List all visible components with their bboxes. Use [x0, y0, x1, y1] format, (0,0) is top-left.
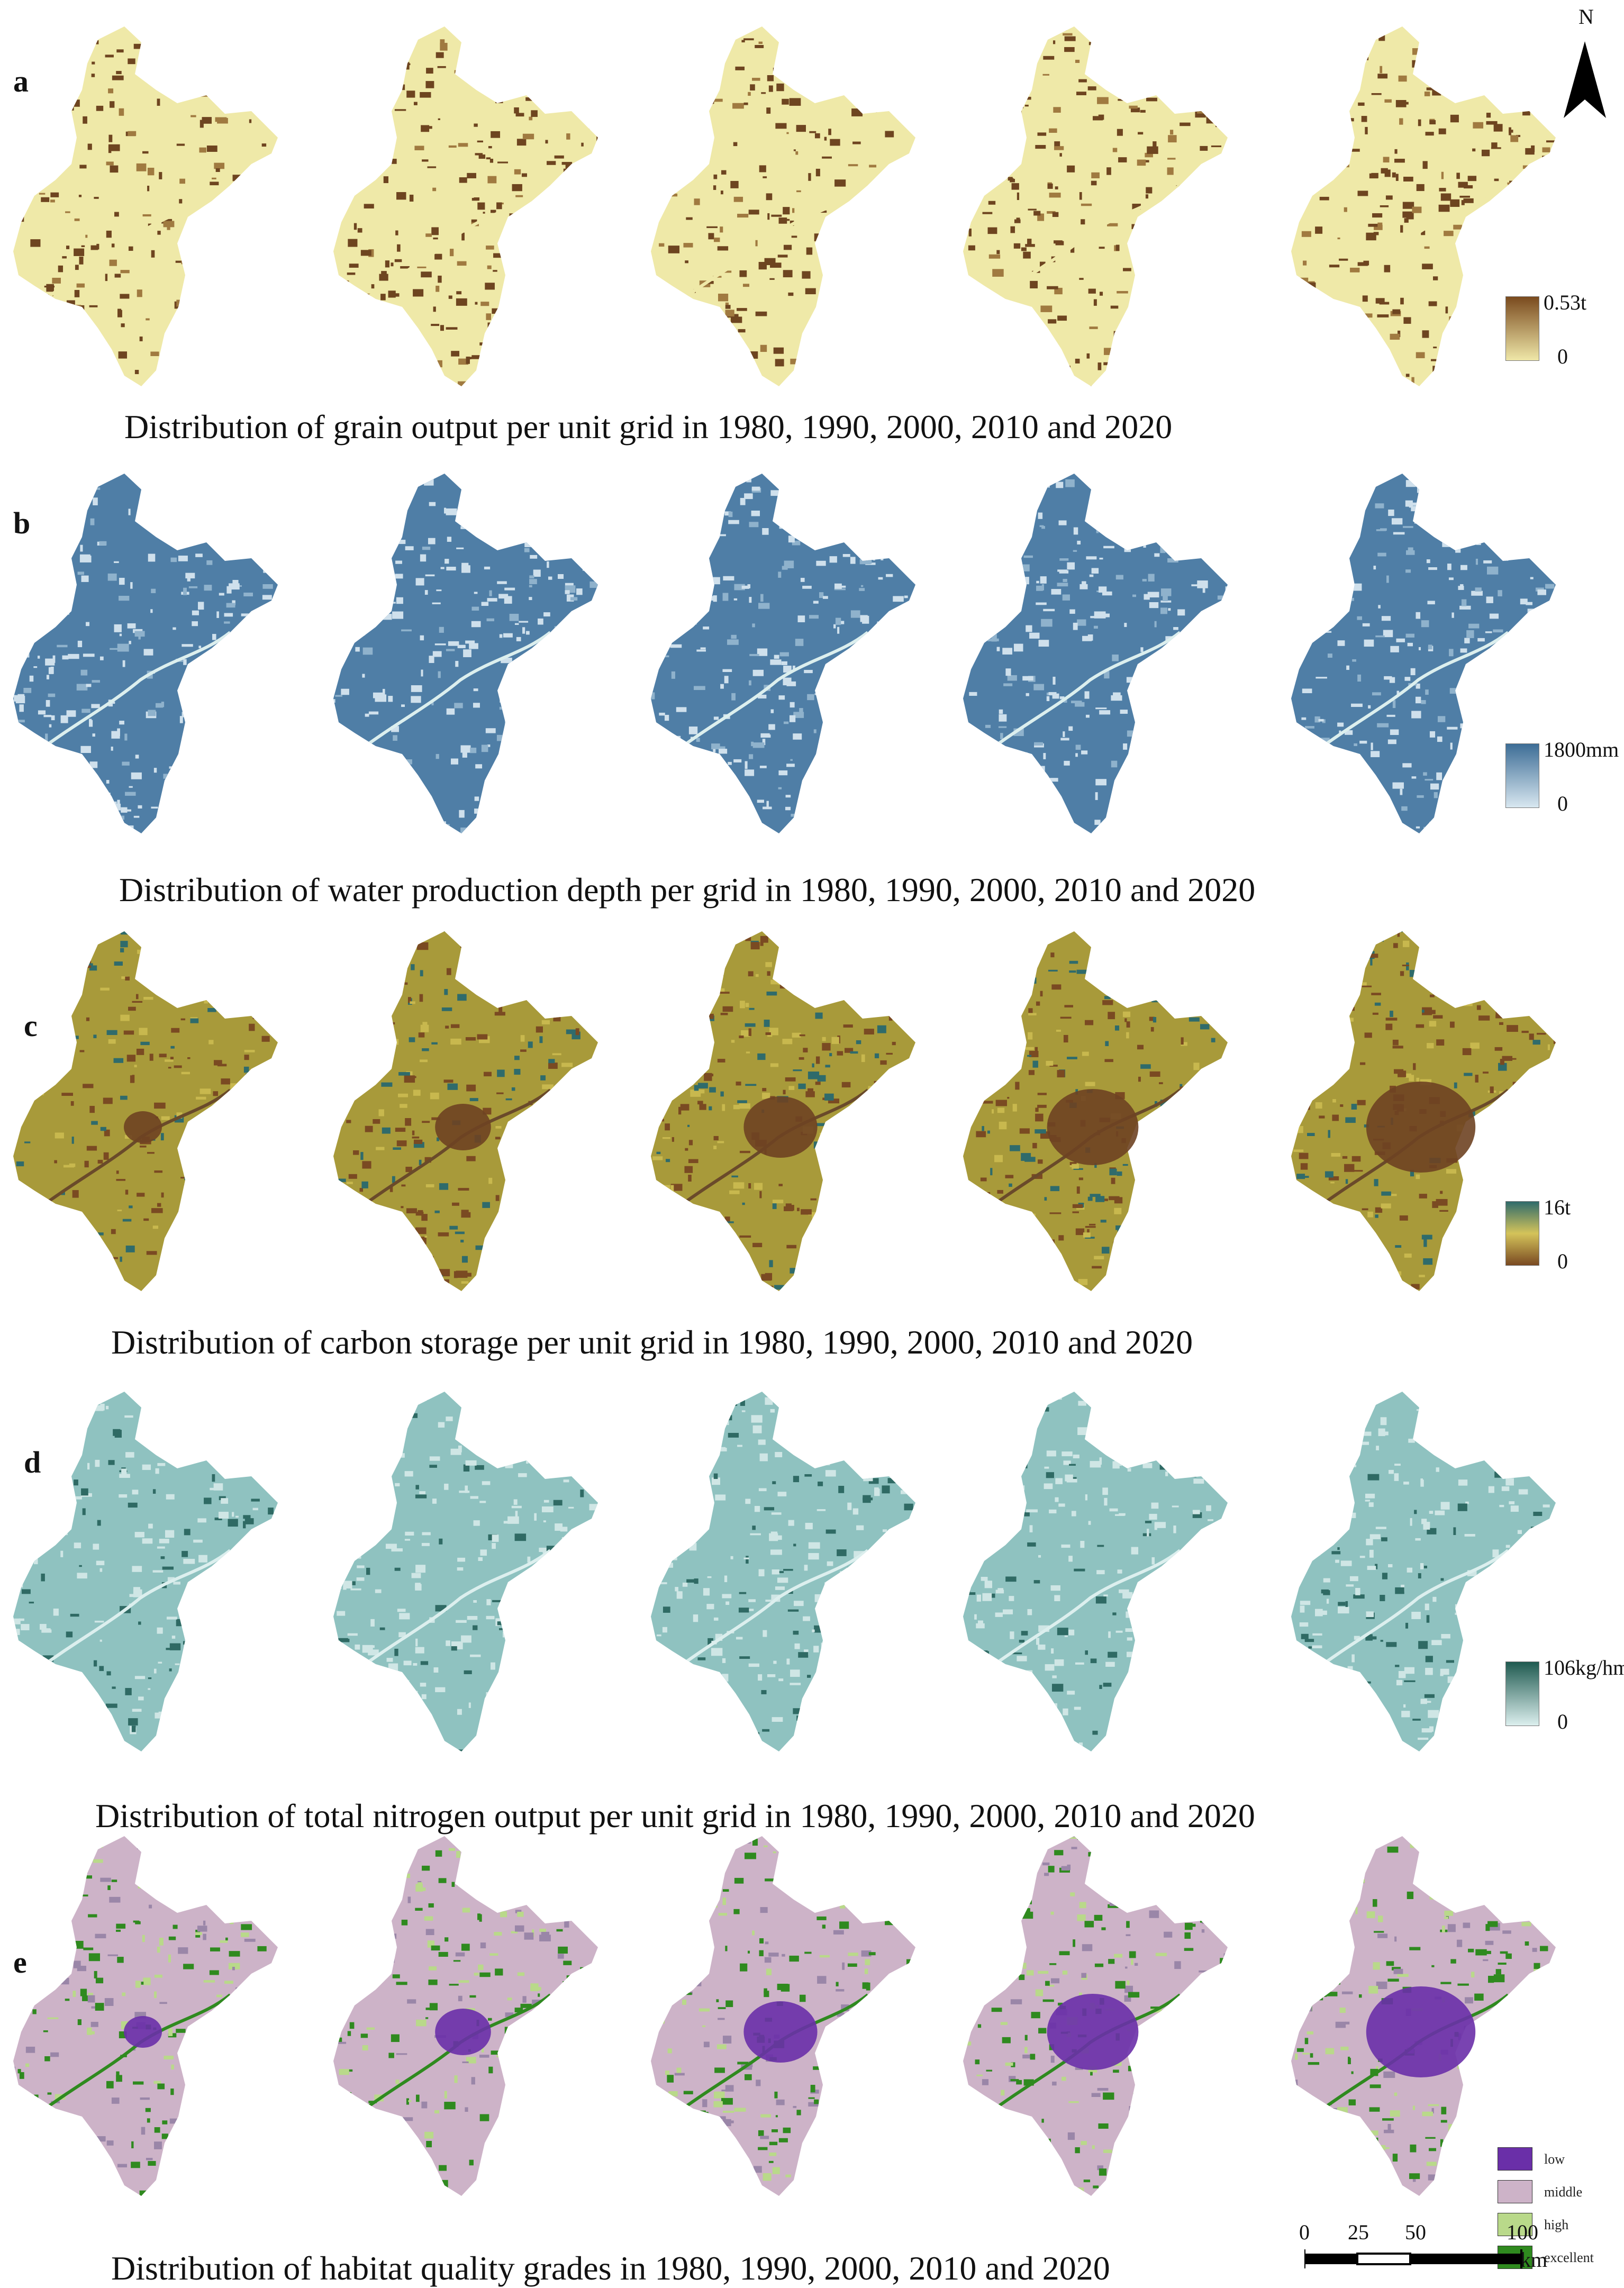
- legend-max-d: 106kg/hm: [1544, 1655, 1624, 1680]
- map-base-region: [963, 1392, 1228, 1751]
- legend-max-c: 16t: [1544, 1195, 1571, 1220]
- map-base-region: [333, 1392, 598, 1751]
- legend-min-b: 0: [1557, 791, 1568, 816]
- urban-core: [1047, 1089, 1139, 1165]
- scale-unit: km: [1520, 2247, 1547, 2272]
- urban-core: [1366, 1082, 1475, 1173]
- habitat-label-middle: middle: [1544, 2184, 1582, 2200]
- map-grain-1980: [3, 11, 299, 392]
- legend-max-a: 0.53t: [1544, 290, 1586, 315]
- urban-core: [124, 1111, 162, 1143]
- map-habitat-2010: [952, 1820, 1249, 2201]
- map-base-region: [963, 26, 1228, 386]
- urban-core: [435, 1104, 491, 1150]
- scale-tick-50: 50: [1405, 2220, 1426, 2245]
- scale-tick-25: 25: [1348, 2220, 1369, 2245]
- map-grain-1990: [323, 11, 619, 392]
- legend-min-c: 0: [1557, 1249, 1568, 1274]
- urban-core: [743, 2001, 817, 2063]
- map-water-2010: [952, 458, 1249, 839]
- habitat-swatch-middle: [1498, 2180, 1532, 2203]
- urban-core: [124, 2016, 162, 2048]
- scale-bar-graphic: [1304, 2249, 1537, 2268]
- habitat-label-high: high: [1544, 2217, 1568, 2233]
- map-carbon-2000: [640, 915, 937, 1296]
- map-habitat-2020: [1281, 1820, 1577, 2201]
- map-nitrogen-1990: [323, 1376, 619, 1757]
- panel-caption-b: Distribution of water production depth p…: [119, 870, 1255, 910]
- map-water-1990: [323, 458, 619, 839]
- map-water-2000: [640, 458, 937, 839]
- map-habitat-2000: [640, 1820, 937, 2201]
- map-carbon-1980: [3, 915, 299, 1296]
- habitat-label-low: low: [1544, 2151, 1565, 2167]
- map-base-region: [13, 931, 278, 1291]
- panel-caption-e: Distribution of habitat quality grades i…: [111, 2249, 1110, 2288]
- scale-bar: 0 25 50 100 km: [1299, 2220, 1537, 2273]
- scale-tick-100: 100: [1507, 2220, 1538, 2245]
- legend-colorbar-c: [1505, 1201, 1539, 1266]
- map-carbon-1990: [323, 915, 619, 1296]
- habitat-label-excellent: excellent: [1544, 2250, 1594, 2266]
- map-nitrogen-1980: [3, 1376, 299, 1757]
- legend-min-a: 0: [1557, 344, 1568, 369]
- panel-caption-a: Distribution of grain output per unit gr…: [124, 407, 1172, 447]
- legend-min-d: 0: [1557, 1709, 1568, 1734]
- map-base-region: [13, 26, 278, 386]
- map-grain-2010: [952, 11, 1249, 392]
- map-nitrogen-2000: [640, 1376, 937, 1757]
- legend-max-b: 1800mm: [1544, 737, 1619, 762]
- map-habitat-1980: [3, 1820, 299, 2201]
- map-base-region: [651, 26, 915, 386]
- urban-core: [1366, 1986, 1475, 2077]
- map-carbon-2010: [952, 915, 1249, 1296]
- urban-core: [435, 2009, 491, 2055]
- map-grain-2000: [640, 11, 937, 392]
- legend-colorbar-b: [1505, 743, 1539, 808]
- habitat-swatch-low: [1498, 2147, 1532, 2171]
- scale-tick-0: 0: [1299, 2220, 1310, 2245]
- map-nitrogen-2010: [952, 1376, 1249, 1757]
- map-habitat-1990: [323, 1820, 619, 2201]
- north-arrow-icon: [1558, 4, 1611, 126]
- legend-colorbar-d: [1505, 1661, 1539, 1726]
- map-water-1980: [3, 458, 299, 839]
- urban-core: [1047, 1994, 1139, 2070]
- panel-caption-c: Distribution of carbon storage per unit …: [111, 1323, 1193, 1362]
- legend-colorbar-a: [1505, 296, 1539, 361]
- map-base-region: [13, 1392, 278, 1751]
- urban-core: [743, 1096, 817, 1158]
